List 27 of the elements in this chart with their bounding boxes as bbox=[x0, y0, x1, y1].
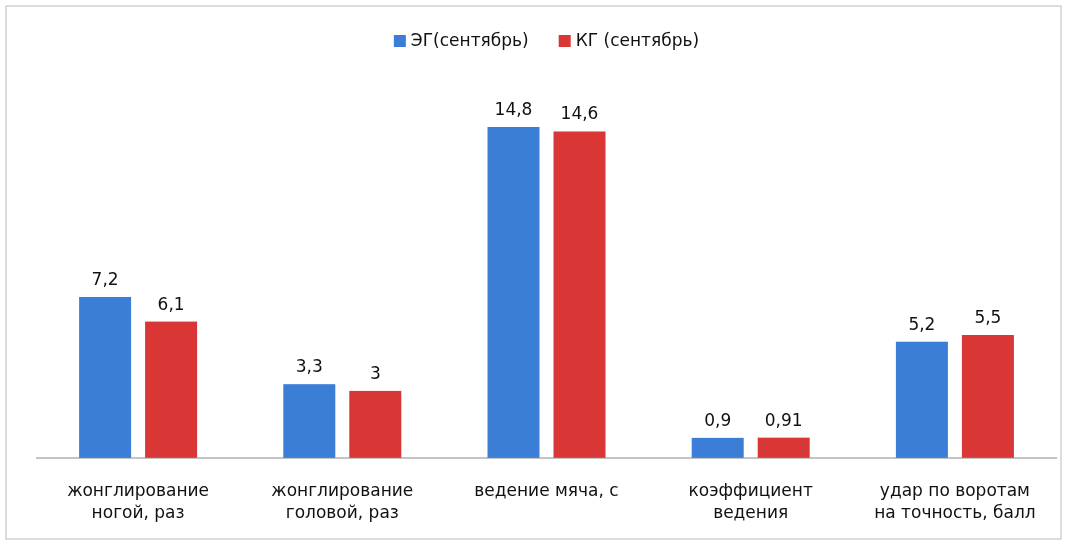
data-label: 7,2 bbox=[91, 268, 119, 289]
bar bbox=[349, 390, 402, 458]
data-label: 5,5 bbox=[974, 306, 1002, 327]
x-tick-label: жонглирование головой, раз bbox=[271, 480, 414, 523]
bar bbox=[895, 341, 948, 458]
data-label: 3,3 bbox=[295, 356, 323, 377]
data-label: 6,1 bbox=[157, 293, 185, 314]
bar bbox=[145, 321, 198, 458]
bar bbox=[283, 384, 336, 458]
bar bbox=[553, 131, 606, 458]
x-tick-label: коэффициент ведения bbox=[688, 480, 813, 523]
data-label: 3 bbox=[369, 362, 381, 383]
x-tick-label: жонглирование ногой, раз bbox=[67, 480, 210, 523]
x-tick-label: удар по воротам на точность, балл bbox=[874, 480, 1036, 523]
x-tick-label: ведение мяча, с bbox=[474, 480, 619, 500]
legend-label: КГ (сентябрь) bbox=[575, 30, 700, 50]
bar bbox=[757, 437, 810, 458]
data-label: 14,8 bbox=[494, 99, 533, 119]
data-label: 0,91 bbox=[764, 409, 803, 430]
bar bbox=[691, 437, 744, 458]
data-label: 14,6 bbox=[560, 103, 599, 124]
legend-label: ЭГ(сентябрь) bbox=[410, 30, 529, 50]
bar bbox=[961, 334, 1014, 458]
data-label: 0,9 bbox=[704, 409, 732, 430]
bar bbox=[79, 296, 132, 458]
data-label: 5,2 bbox=[908, 313, 936, 334]
bar bbox=[487, 127, 540, 458]
